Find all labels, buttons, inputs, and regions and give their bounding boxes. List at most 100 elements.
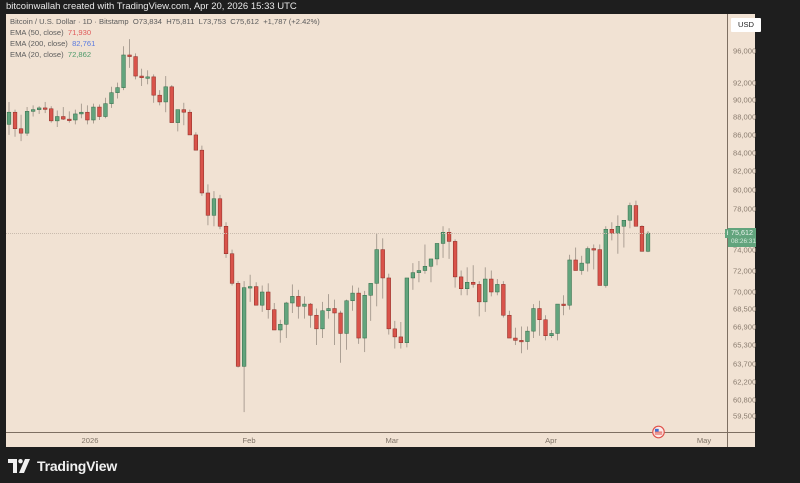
candle[interactable]: [501, 281, 506, 318]
candle[interactable]: [85, 105, 90, 125]
candle[interactable]: [223, 222, 229, 258]
candle[interactable]: [338, 310, 343, 363]
candle[interactable]: [241, 281, 247, 413]
candle[interactable]: [555, 303, 560, 341]
candle[interactable]: [326, 294, 331, 319]
candle[interactable]: [440, 226, 446, 258]
candle[interactable]: [362, 290, 367, 353]
candle[interactable]: [543, 315, 548, 341]
candle[interactable]: [416, 261, 422, 283]
candle[interactable]: [633, 200, 639, 227]
candle[interactable]: [531, 304, 536, 339]
candle[interactable]: [187, 109, 192, 136]
indicator-ema50[interactable]: EMA (50, close) 71,930: [10, 27, 320, 38]
candle[interactable]: [495, 279, 500, 296]
candle[interactable]: [199, 145, 205, 196]
indicator-ema200[interactable]: EMA (200, close) 82,761: [10, 38, 320, 49]
candle[interactable]: [12, 109, 18, 137]
indicator-ema20[interactable]: EMA (20, close) 72,862: [10, 49, 320, 60]
candle[interactable]: [428, 258, 434, 283]
candle[interactable]: [398, 322, 403, 349]
candle[interactable]: [109, 86, 114, 108]
candle[interactable]: [519, 326, 524, 354]
candle[interactable]: [525, 326, 530, 350]
candle[interactable]: [163, 76, 168, 113]
candle[interactable]: [489, 270, 494, 297]
candle[interactable]: [55, 110, 60, 127]
candle[interactable]: [477, 281, 482, 317]
candle[interactable]: [603, 226, 608, 288]
candle[interactable]: [266, 283, 271, 319]
us-flag-event-icon[interactable]: [652, 425, 665, 439]
candle[interactable]: [145, 70, 150, 85]
candle[interactable]: [61, 107, 66, 120]
candle[interactable]: [49, 106, 54, 123]
candle[interactable]: [579, 255, 584, 275]
candle[interactable]: [139, 68, 144, 86]
currency-button[interactable]: USD: [731, 18, 761, 32]
candle[interactable]: [639, 225, 645, 252]
candle[interactable]: [561, 295, 566, 316]
candle[interactable]: [459, 270, 464, 296]
candle[interactable]: [278, 319, 283, 343]
candle[interactable]: [434, 243, 440, 266]
candle[interactable]: [410, 263, 416, 290]
candle[interactable]: [175, 109, 180, 132]
candle[interactable]: [597, 244, 602, 286]
candle[interactable]: [37, 106, 42, 114]
candle[interactable]: [356, 287, 361, 344]
candle[interactable]: [392, 320, 397, 349]
candle[interactable]: [193, 132, 198, 151]
candle[interactable]: [404, 277, 409, 348]
candle[interactable]: [6, 101, 12, 135]
candle[interactable]: [302, 296, 307, 319]
candle[interactable]: [121, 46, 126, 91]
candle[interactable]: [296, 289, 301, 319]
candle[interactable]: [567, 254, 572, 310]
candle[interactable]: [79, 103, 84, 119]
candle[interactable]: [314, 308, 319, 346]
candle[interactable]: [157, 90, 162, 106]
candle[interactable]: [43, 101, 48, 114]
candle[interactable]: [91, 103, 96, 124]
candle[interactable]: [284, 301, 289, 339]
candle[interactable]: [248, 274, 253, 302]
candle[interactable]: [507, 310, 512, 339]
candle[interactable]: [133, 53, 138, 80]
candle[interactable]: [609, 222, 614, 241]
candle[interactable]: [627, 202, 633, 229]
candle[interactable]: [585, 246, 590, 272]
candle[interactable]: [471, 265, 476, 288]
candle[interactable]: [591, 244, 596, 270]
candle[interactable]: [344, 299, 349, 350]
candle[interactable]: [103, 97, 108, 119]
candle[interactable]: [97, 104, 102, 120]
candle[interactable]: [615, 215, 620, 254]
candle[interactable]: [272, 302, 277, 331]
candle[interactable]: [235, 281, 241, 368]
candle[interactable]: [513, 327, 518, 346]
candle[interactable]: [549, 329, 554, 339]
candle[interactable]: [169, 85, 174, 123]
candle[interactable]: [290, 284, 295, 313]
candle[interactable]: [30, 105, 36, 117]
candle[interactable]: [645, 231, 651, 253]
candle[interactable]: [332, 299, 337, 346]
candle[interactable]: [308, 302, 313, 328]
candle[interactable]: [73, 109, 78, 125]
candlestick-plot[interactable]: [6, 14, 755, 447]
candle[interactable]: [205, 184, 211, 226]
tradingview-logo[interactable]: TradingView: [8, 458, 117, 474]
candle[interactable]: [465, 267, 470, 296]
candle[interactable]: [67, 111, 72, 123]
symbol-row[interactable]: Bitcoin / U.S. Dollar · 1D · Bitstamp O7…: [10, 16, 320, 27]
candle[interactable]: [374, 233, 379, 307]
candle[interactable]: [24, 107, 30, 136]
candle[interactable]: [18, 114, 24, 142]
candle[interactable]: [260, 285, 265, 312]
candle[interactable]: [573, 247, 578, 271]
candle[interactable]: [217, 194, 223, 230]
candle[interactable]: [350, 285, 355, 311]
candle[interactable]: [422, 244, 428, 274]
candle[interactable]: [380, 238, 385, 299]
